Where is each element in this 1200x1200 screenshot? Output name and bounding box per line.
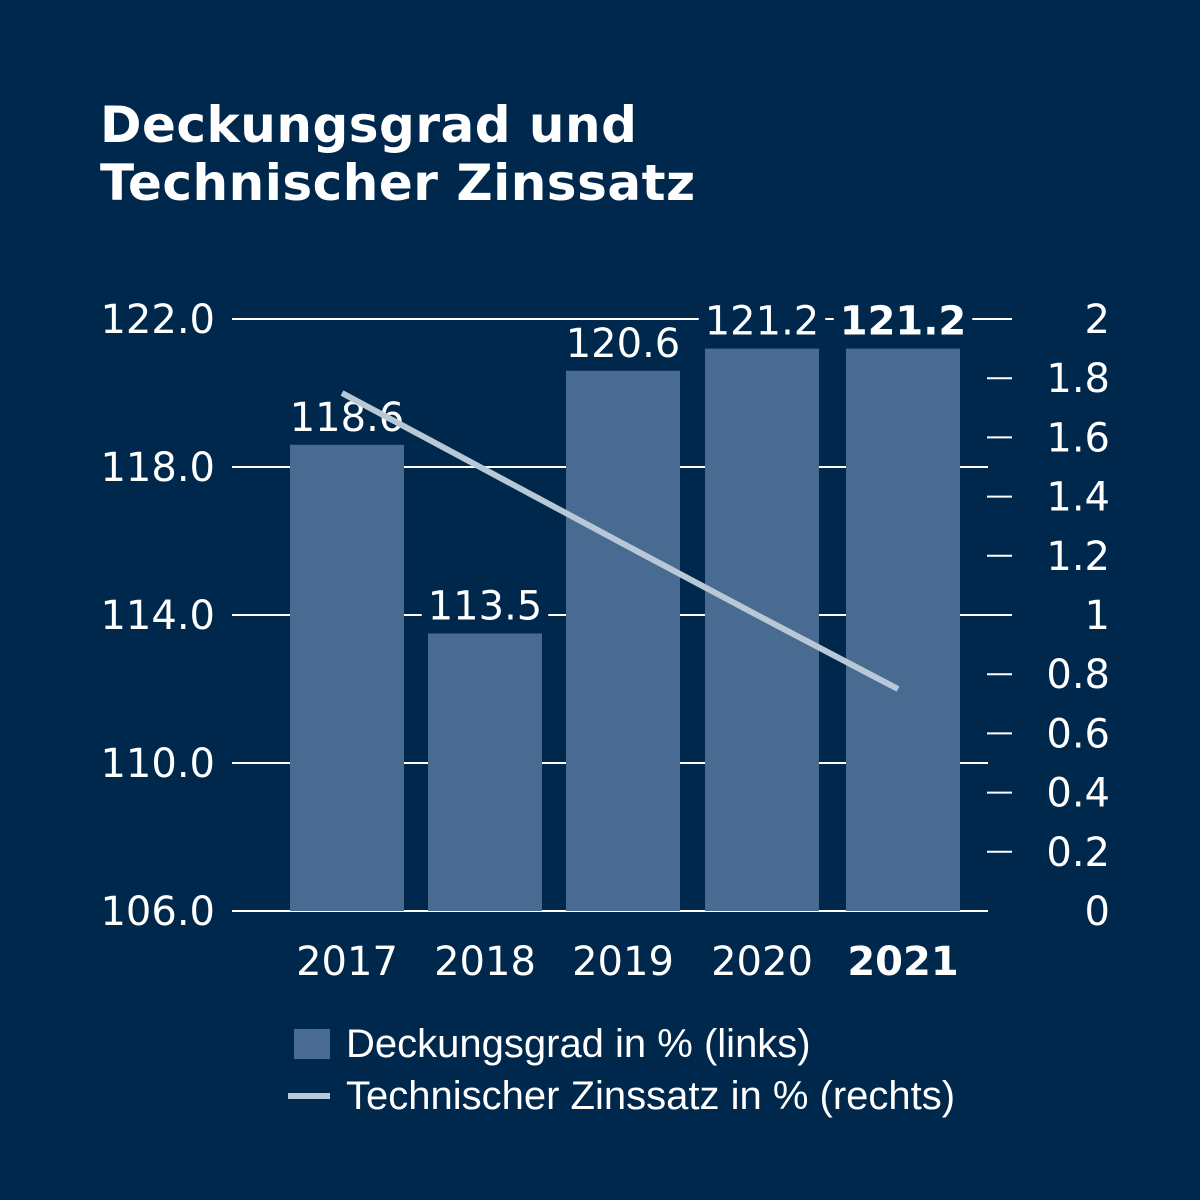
x-tick-label: 2021: [847, 939, 958, 985]
y-right-tick-label: 1.4: [1046, 475, 1110, 521]
bar-2019: [566, 370, 680, 911]
legend-item-bar: Deckungsgrad in % (links): [288, 1018, 955, 1070]
bar-value-label: 113.5: [428, 584, 543, 630]
y-right-tick-label: 1.2: [1046, 534, 1110, 580]
bar-value-label-bg: [421, 583, 549, 630]
y-right-tick-label: 0.8: [1046, 652, 1110, 698]
x-tick-label: 2019: [572, 939, 674, 985]
bar-2018: [428, 633, 542, 911]
x-tick-label: 2020: [711, 939, 813, 985]
legend-line-label: Technischer Zinssatz in % (rechts): [346, 1073, 956, 1118]
bar-value-label: 120.6: [566, 321, 681, 367]
y-right-tick-label: 0.2: [1046, 830, 1110, 876]
legend-item-line: Technischer Zinssatz in % (rechts): [288, 1070, 955, 1122]
y-right-tick-label: 2: [1085, 297, 1110, 343]
bar-2020: [705, 348, 819, 912]
legend-bar-swatch: [294, 1029, 330, 1059]
x-tick-label: 2017: [296, 939, 398, 985]
y-left-tick-label: 114.0: [100, 593, 215, 639]
y-right-tick-label: 1.6: [1046, 415, 1110, 461]
y-right-tick-label: 0.4: [1046, 771, 1110, 817]
y-right-tick-label: 1: [1085, 593, 1110, 639]
y-left-tick-label: 122.0: [100, 297, 215, 343]
y-right-tick-label: 0.6: [1046, 711, 1110, 757]
bar-2017: [290, 444, 404, 911]
chart-legend: Deckungsgrad in % (links) Technischer Zi…: [288, 1018, 955, 1122]
x-tick-label: 2018: [434, 939, 536, 985]
y-right-tick-label: 1.8: [1046, 356, 1110, 402]
y-left-tick-label: 106.0: [100, 889, 215, 935]
bar-value-label: 121.2: [840, 299, 967, 345]
chart-title-line-1: Deckungsgrad und: [100, 96, 638, 154]
chart-title: Deckungsgrad und Technischer Zinssatz: [100, 96, 696, 212]
line-series-zinssatz: [340, 390, 900, 692]
legend-bar-label: Deckungsgrad in % (links): [346, 1021, 811, 1066]
bar-value-label-bg: [698, 298, 826, 345]
chart-title-line-2: Technischer Zinssatz: [100, 154, 696, 212]
bar-2021: [846, 348, 960, 912]
y-left-tick-label: 110.0: [100, 741, 215, 787]
y-left-tick-label: 118.0: [100, 445, 215, 491]
bar-value-label-bg: [559, 320, 687, 367]
bar-value-label-bg: [833, 298, 973, 345]
bar-value-label: 121.2: [705, 299, 820, 345]
y-right-tick-label: 0: [1085, 889, 1110, 935]
legend-line-swatch: [288, 1093, 330, 1099]
